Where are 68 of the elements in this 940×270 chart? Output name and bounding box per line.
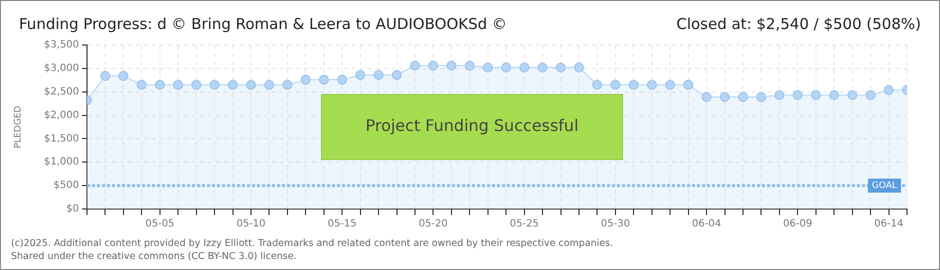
point [154, 80, 165, 90]
point [446, 60, 456, 71]
point [374, 70, 384, 80]
point [738, 92, 748, 102]
y-tick-label: $2,500 [44, 86, 79, 98]
point [191, 80, 202, 90]
point [610, 80, 620, 90]
point [538, 62, 548, 72]
point [810, 90, 821, 100]
point [337, 74, 348, 85]
point [847, 90, 858, 100]
point [228, 80, 238, 90]
x-tick-label: 06-09 [783, 218, 812, 230]
y-tick-label: $3,000 [44, 63, 79, 74]
ref-line-label: GOAL [872, 180, 898, 191]
point [464, 60, 475, 71]
point [300, 74, 311, 85]
text: (c)2025. Additional content provided by Izzy Elliott. Trademarks and related content are owned by their respective companies. [11, 237, 614, 250]
point [792, 90, 803, 100]
point [264, 80, 274, 90]
x-tick-label: 05-30 [600, 218, 630, 230]
point [628, 80, 639, 90]
point [774, 90, 784, 100]
point [100, 70, 110, 81]
point [136, 80, 147, 90]
point [829, 90, 840, 100]
x-tick-label: 06-04 [692, 218, 722, 230]
chart-title: Funding Progress: d © Bring Roman & Leera to AUDIOBOOKSd © [19, 15, 507, 33]
point [574, 62, 584, 72]
x-tick-label: 05-05 [145, 218, 174, 230]
point [720, 92, 730, 102]
point [392, 70, 402, 80]
point [646, 80, 657, 90]
point [501, 62, 512, 72]
x-tick-label: 05-25 [510, 218, 539, 230]
point [410, 60, 420, 71]
point [702, 92, 712, 102]
point [282, 80, 292, 90]
y-tick-label: $500 [54, 180, 79, 192]
point [210, 80, 220, 90]
point [118, 70, 128, 81]
point [318, 74, 329, 85]
point [884, 84, 894, 95]
point [173, 80, 184, 90]
x-tick-label: 05-20 [418, 218, 448, 230]
point [683, 80, 694, 90]
point [556, 62, 566, 72]
point [482, 62, 493, 72]
point [246, 80, 256, 90]
point [665, 80, 676, 90]
y-tick-label: $0 [66, 204, 79, 215]
y-tick-label: $1,500 [44, 133, 79, 144]
y-axis-title: PLEDGED [14, 106, 24, 148]
x-tick-label: 05-15 [328, 218, 357, 230]
point [756, 92, 766, 102]
y-tick-label: $3,500 [44, 40, 79, 51]
point [355, 70, 366, 80]
text: Shared under the creative commons (CC BY-NC 3.0) license. [11, 250, 298, 263]
chart-subtitle: Closed at: $2,540 / $500 (508%) [676, 15, 921, 33]
y-tick-label: $2,000 [44, 110, 79, 121]
point [592, 80, 602, 90]
point [428, 60, 438, 71]
point [866, 90, 876, 100]
y-tick-label: $1,000 [44, 156, 79, 168]
annotation: Project Funding Successful [364, 116, 580, 135]
x-tick-label: 06-14 [874, 218, 904, 230]
x-tick-label: 05-10 [236, 218, 266, 230]
point [519, 62, 530, 72]
